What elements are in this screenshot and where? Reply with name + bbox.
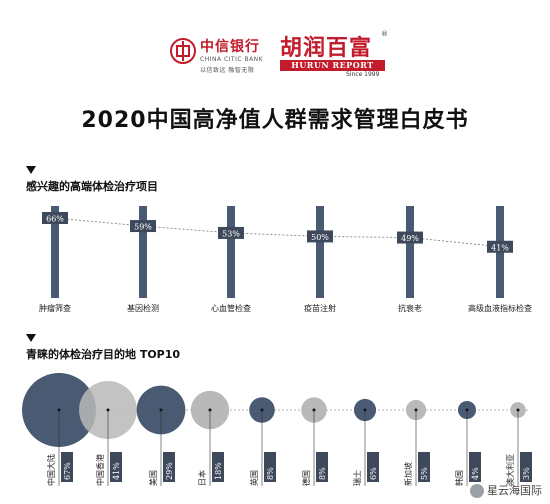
tick-label: 疫苗注射 bbox=[304, 303, 336, 313]
value-label: 49% bbox=[401, 234, 419, 243]
tick-label: 英国 bbox=[249, 470, 259, 486]
value-label-box bbox=[61, 452, 73, 482]
tick-label: 瑞士 bbox=[352, 470, 362, 486]
tick-label: 高级血液指标检查 bbox=[468, 303, 532, 313]
citic-slogan: 以信致远 融智无限 bbox=[200, 67, 255, 74]
value-label: 18% bbox=[214, 462, 223, 480]
value-label-box bbox=[307, 230, 333, 243]
value-label-box bbox=[397, 231, 423, 244]
watermark: 星云海国际 bbox=[470, 482, 542, 498]
page-title: 2020中国高净值人群需求管理白皮书 bbox=[81, 108, 469, 133]
tick-label: 肿瘤筛查 bbox=[39, 303, 71, 313]
hurun-name-cn: 胡润百富 bbox=[280, 36, 373, 61]
value-label: 8% bbox=[266, 467, 275, 480]
bar bbox=[406, 206, 414, 298]
value-label-box bbox=[212, 452, 224, 482]
triangle-marker-icon bbox=[26, 166, 36, 174]
value-label-box bbox=[42, 212, 68, 224]
value-label: 50% bbox=[311, 233, 329, 242]
value-label-box bbox=[469, 452, 481, 482]
tick-label: 基因检测 bbox=[127, 303, 159, 313]
value-label: 6% bbox=[369, 467, 378, 480]
section2-title: 青睐的体检治疗目的地 TOP10 bbox=[26, 348, 181, 361]
watermark-text: 星云海国际 bbox=[487, 484, 542, 497]
tick-label: 韩国 bbox=[454, 470, 464, 486]
tick-label: 中国香港 bbox=[95, 454, 105, 486]
value-label: 4% bbox=[471, 467, 480, 480]
value-label: 3% bbox=[522, 467, 531, 480]
registered-mark: ® bbox=[381, 30, 388, 38]
bar bbox=[139, 206, 147, 298]
value-label: 29% bbox=[165, 462, 174, 480]
value-label: 8% bbox=[318, 467, 327, 480]
bar bbox=[227, 206, 235, 298]
citic-name-cn: 中信银行 bbox=[200, 39, 260, 55]
value-label-box bbox=[110, 452, 122, 482]
tick-label: 心血管检查 bbox=[211, 303, 251, 313]
value-label-box bbox=[487, 240, 513, 253]
value-label: 41% bbox=[112, 462, 121, 480]
value-label-box bbox=[163, 452, 175, 482]
header: 中信银行 CHINA CITIC BANK 以信致远 融智无限 胡润百富 ® H… bbox=[0, 30, 550, 82]
value-label: 41% bbox=[491, 243, 509, 252]
tick-label: 美国 bbox=[148, 470, 158, 486]
bar bbox=[51, 206, 59, 298]
tick-label: 日本 bbox=[197, 470, 207, 486]
hurun-since: Since 1999 bbox=[346, 71, 380, 78]
value-label: 67% bbox=[63, 462, 72, 480]
hurun-report-logo: 胡润百富 ® HURUN REPORT Since 1999 bbox=[280, 30, 395, 78]
value-label: 66% bbox=[46, 215, 64, 224]
hurun-name-en: HURUN REPORT bbox=[280, 60, 385, 71]
wechat-icon bbox=[470, 484, 484, 498]
value-label: 59% bbox=[134, 223, 152, 232]
value-label-box bbox=[418, 452, 430, 482]
tick-label: 抗衰老 bbox=[398, 303, 422, 313]
trend-line bbox=[54, 217, 501, 248]
citic-bank-logo: 中信银行 CHINA CITIC BANK 以信致远 融智无限 bbox=[170, 36, 280, 76]
tick-label: 德国 bbox=[301, 470, 311, 486]
value-label-box bbox=[367, 452, 379, 482]
value-label-box bbox=[316, 452, 328, 482]
value-label-box bbox=[130, 220, 156, 233]
tick-label: 新加坡 bbox=[403, 462, 413, 486]
value-label-box bbox=[218, 226, 244, 239]
section1-title: 感兴趣的高端体检治疗项目 bbox=[26, 180, 158, 193]
tick-label: 中国大陆 bbox=[46, 454, 56, 486]
triangle-marker-icon bbox=[26, 334, 36, 342]
citic-name-en: CHINA CITIC BANK bbox=[200, 56, 264, 63]
value-label: 53% bbox=[222, 229, 240, 238]
citic-emblem-icon bbox=[170, 38, 196, 64]
value-label-box bbox=[264, 452, 276, 482]
value-label-box bbox=[520, 452, 532, 482]
bar bbox=[316, 206, 324, 298]
tick-label: 澳大利亚 bbox=[505, 454, 515, 486]
value-label: 5% bbox=[420, 467, 429, 480]
